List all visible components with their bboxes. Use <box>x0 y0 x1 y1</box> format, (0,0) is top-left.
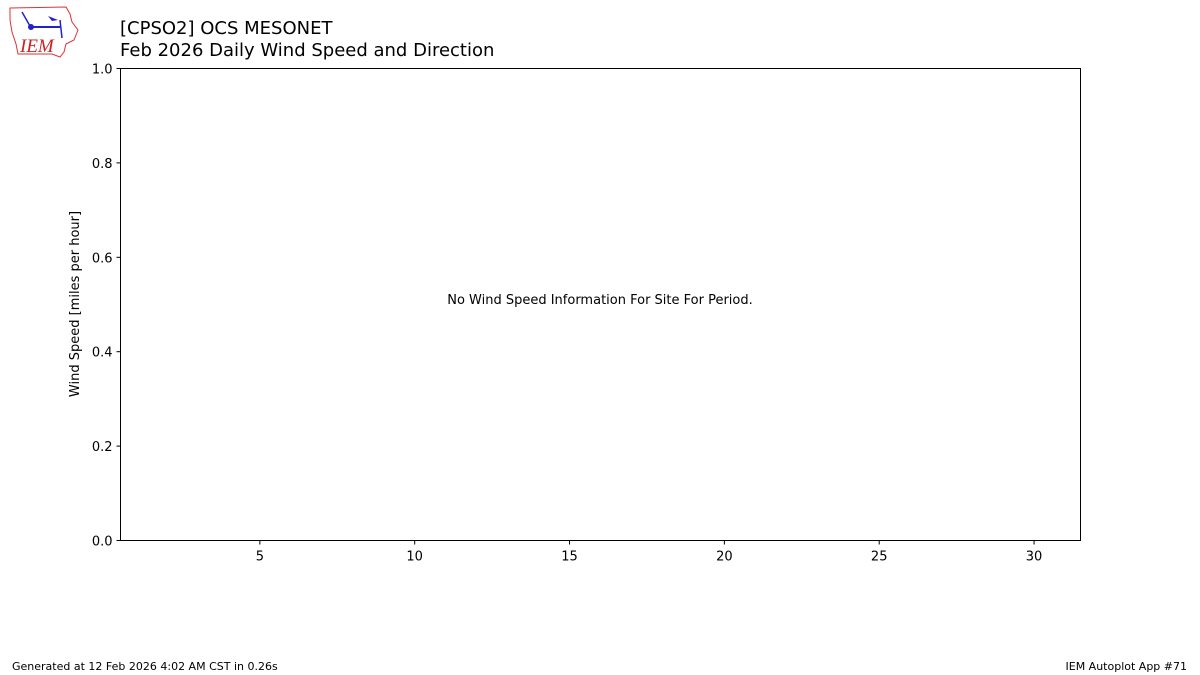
chart-title-line1: [CPSO2] OCS MESONET <box>120 18 333 39</box>
y-tick-label: 0.2 <box>92 440 113 455</box>
y-tick-label: 0.0 <box>92 535 113 550</box>
y-axis-label: Wind Speed [miles per hour] <box>68 211 83 397</box>
no-data-annotation: No Wind Speed Information For Site For P… <box>447 293 753 308</box>
x-tick-label: 25 <box>871 550 888 565</box>
iem-logo: IEM <box>9 6 79 58</box>
y-tick-label: 0.8 <box>92 157 113 172</box>
footer-generated: Generated at 12 Feb 2026 4:02 AM CST in … <box>12 660 278 673</box>
x-tick-label: 30 <box>1026 550 1043 565</box>
y-tick-label: 0.6 <box>92 251 113 266</box>
x-tick-label: 10 <box>406 550 423 565</box>
x-tick-label: 20 <box>716 550 733 565</box>
y-tick-label: 0.4 <box>92 346 113 361</box>
svg-text:IEM: IEM <box>19 36 55 57</box>
footer-app: IEM Autoplot App #71 <box>1065 660 1188 673</box>
y-tick-label: 1.0 <box>92 63 113 78</box>
plot-frame <box>120 68 1081 541</box>
x-tick-label: 5 <box>256 550 264 565</box>
chart-title-line2: Feb 2026 Daily Wind Speed and Direction <box>120 40 495 61</box>
x-tick-label: 15 <box>561 550 578 565</box>
